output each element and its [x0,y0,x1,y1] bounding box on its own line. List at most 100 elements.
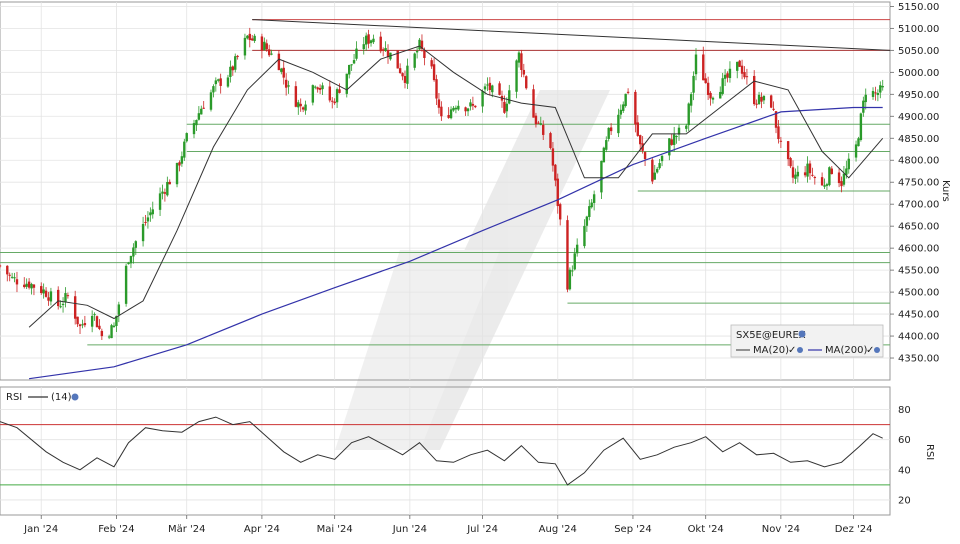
candle-body [440,106,443,117]
candle-body [711,97,715,100]
candle-body [634,91,637,125]
candle-body [796,171,800,177]
candle-body [590,202,593,208]
candle-body [83,323,87,326]
candle-body [345,73,348,94]
candle-body [738,60,741,67]
candle-body [423,50,426,58]
candle-body [362,44,365,50]
candle-body [27,281,31,288]
candle-body [779,140,783,142]
candle-body [859,113,863,140]
candle-body [622,104,625,111]
legend-ma20-info-icon[interactable] [797,347,803,353]
candle-body [588,206,591,217]
candle-body [284,79,288,88]
candle-body [488,82,492,91]
rsi-info-icon[interactable] [71,393,79,401]
candle-body [709,92,712,99]
candle-body [217,79,220,81]
candle-body [149,212,152,216]
candle-body [823,185,826,187]
candle-body [47,297,50,301]
candle-body [457,105,460,110]
candle-body [452,107,455,111]
candle-body [583,225,586,247]
x-tick-label: Jul '24 [466,524,498,535]
candle-body [881,86,884,88]
x-tick-label: Nov '24 [762,524,800,535]
candle-body [568,269,572,290]
candle-body [726,73,729,78]
candle-body [619,109,623,115]
candle-body [350,64,353,66]
rsi-tick-label: 20 [898,495,911,506]
candle-body [95,316,99,328]
candle-body [719,91,722,99]
price-tick-label: 5150.00 [898,2,939,13]
candle-body [209,92,213,110]
candle-body [491,85,494,93]
candle-body [760,96,763,102]
candle-body [93,314,96,316]
price-tick-label: 4950.00 [898,90,939,101]
candle-body [98,325,101,329]
candle-body [447,114,450,118]
candle-body [702,54,705,81]
candle-body [352,60,356,64]
candle-body [297,102,300,108]
candle-body [127,262,130,265]
price-tick-label: 4500.00 [898,288,939,299]
candle-body [299,103,302,107]
candle-body [624,93,627,106]
candle-body [76,316,79,325]
candle-body [549,133,552,148]
candle-body [842,173,846,185]
candle-body [556,178,559,207]
candle-body [808,163,812,174]
candle-body [469,102,472,107]
candle-body [335,89,339,103]
candle-body [348,64,351,75]
candle-body [879,85,882,93]
candle-body [857,138,860,147]
candle-body [355,48,358,59]
candle-body [78,324,82,327]
candle-body [862,100,865,113]
candle-body [243,37,247,56]
ma200-line [29,106,883,380]
candle-body [498,83,501,95]
legend-ma200-check-icon[interactable]: ✓ [866,345,874,356]
rsi-axis-title: RSI [924,444,935,460]
legend-info-icon[interactable] [798,330,806,338]
price-tick-label: 4550.00 [898,266,939,277]
candle-body [721,78,724,94]
rsi-label: RSI [6,392,22,403]
candle-body [219,78,222,86]
legend-ma200-info-icon[interactable] [874,347,880,353]
candle-body [0,265,2,267]
candle-body [757,94,761,105]
candle-body [231,66,235,71]
candle-body [515,60,518,92]
candle-body [689,94,693,106]
candle-body [195,119,198,126]
candle-body [486,84,489,86]
candle-body [183,141,186,158]
candle-body [539,123,542,125]
candle-body [6,265,9,275]
candle-body [10,276,14,278]
legend-ma20-label: MA(20) [753,345,789,356]
candle-body [49,291,53,302]
x-tick-label: Jun '24 [392,524,427,535]
candle-body [267,49,271,56]
candle-body [840,181,843,187]
candle-body [692,75,695,93]
candle-body [180,156,184,164]
candle-body [401,73,404,77]
candle-body [415,51,419,53]
legend-ma20-check-icon[interactable]: ✓ [788,345,796,356]
price-tick-label: 4400.00 [898,332,939,343]
candle-body [8,274,11,276]
candle-body [178,162,181,166]
